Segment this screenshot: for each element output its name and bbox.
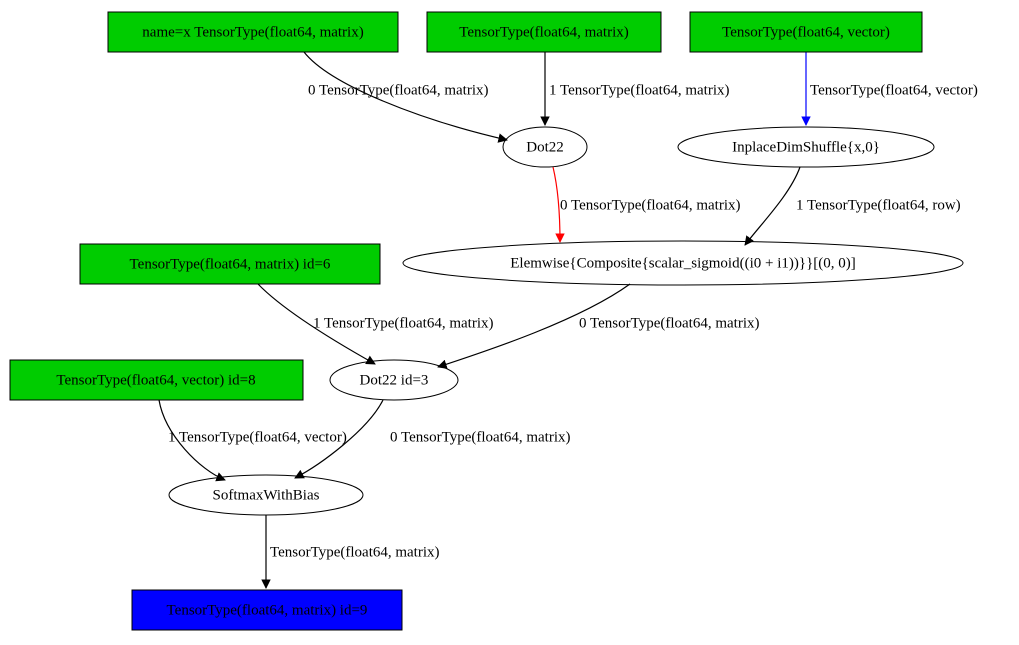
node-input-b1-label: TensorType(float64, vector) bbox=[722, 24, 890, 40]
node-elemwise-label: Elemwise{Composite{scalar_sigmoid((i0 + … bbox=[510, 255, 856, 271]
node-input-w1-label: TensorType(float64, matrix) bbox=[459, 24, 629, 40]
edge-label-w1-to-dot22: 1 TensorType(float64, matrix) bbox=[549, 82, 730, 98]
edge-label-x-to-dot22: 0 TensorType(float64, matrix) bbox=[308, 82, 489, 98]
edge-label-dimshuffle-to-elemwise: 1 TensorType(float64, row) bbox=[796, 197, 961, 213]
node-dimshuffle-label: InplaceDimShuffle{x,0} bbox=[732, 139, 880, 155]
computation-graph: 0 TensorType(float64, matrix) 1 TensorTy… bbox=[0, 0, 1019, 645]
edge-dot22-to-elemwise bbox=[553, 167, 560, 242]
node-input-w2-label: TensorType(float64, matrix) id=6 bbox=[130, 256, 331, 272]
edge-label-dot22-to-elemwise: 0 TensorType(float64, matrix) bbox=[560, 197, 741, 213]
edge-label-dot22-2-to-softmax: 0 TensorType(float64, matrix) bbox=[390, 429, 571, 445]
node-dot22-1-label: Dot22 bbox=[526, 139, 564, 155]
node-input-b2-label: TensorType(float64, vector) id=8 bbox=[56, 372, 255, 388]
edges-group: 0 TensorType(float64, matrix) 1 TensorTy… bbox=[159, 52, 978, 588]
edge-label-b2-to-softmax: 1 TensorType(float64, vector) bbox=[168, 429, 347, 445]
edge-label-w2-to-dot22-2: 1 TensorType(float64, matrix) bbox=[313, 315, 494, 331]
edge-label-softmax-to-output: TensorType(float64, matrix) bbox=[270, 544, 440, 560]
node-softmax-label: SoftmaxWithBias bbox=[213, 487, 320, 503]
edge-label-b1-to-dimshuffle: TensorType(float64, vector) bbox=[810, 82, 978, 98]
edge-label-elemwise-to-dot22-2: 0 TensorType(float64, matrix) bbox=[579, 315, 760, 331]
edge-dimshuffle-to-elemwise bbox=[745, 167, 800, 245]
node-output-label: TensorType(float64, matrix) id=9 bbox=[167, 602, 368, 618]
node-dot22-2-label: Dot22 id=3 bbox=[360, 372, 429, 388]
node-input-x-label: name=x TensorType(float64, matrix) bbox=[142, 24, 363, 40]
